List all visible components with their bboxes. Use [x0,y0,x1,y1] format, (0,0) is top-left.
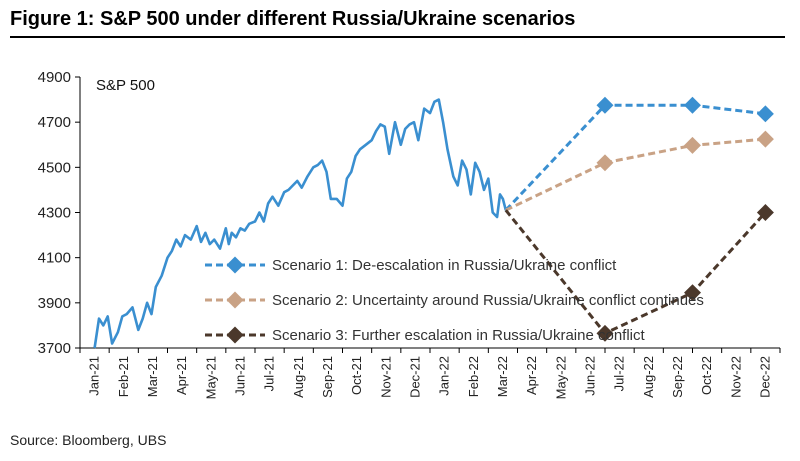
y-tick-label: 4900 [38,69,71,86]
chart-title: Figure 1: S&P 500 under different Russia… [10,8,576,30]
legend-swatch-marker [226,326,244,344]
legend-entry-label: Scenario 3: Further escalation in Russia… [272,327,646,344]
axes-group: 3700 3900 4100 4300 4500 4700 4900 Jan-21 Feb-21… [38,69,781,399]
y-tick-label: 4700 [38,114,71,131]
x-tick-label: Dec-21 [407,356,422,398]
scenario-point [683,136,701,154]
scenario-point [756,105,774,123]
scenario-point [596,324,614,342]
scenario-point [683,96,701,114]
y-tick-label: 4500 [38,159,71,176]
y-tick-label: 3900 [38,295,71,312]
x-tick-label: Oct-22 [699,356,714,395]
x-tick-label: Aug-21 [291,356,306,398]
series-annotation: S&P 500 [96,77,155,94]
scenario-series-line [504,103,766,212]
scenario-point [756,130,774,148]
legend-entry-label: Scenario 2: Uncertainty around Russia/Uk… [272,292,704,309]
x-tick-label: May-22 [553,356,568,399]
y-tick-label: 4300 [38,205,71,222]
x-tick-label: Oct-21 [349,356,364,395]
y-tick-label: 4100 [38,250,71,267]
x-tick-label: Feb-21 [116,356,131,397]
source-note: Source: Bloomberg, UBS [10,432,167,448]
x-tick-label: Apr-22 [524,356,539,395]
scenario-series-line [505,137,766,212]
x-tick-label: Jul-21 [262,356,277,391]
legend-swatch-marker [226,291,244,309]
x-tick-label: Nov-21 [378,356,393,398]
legend-swatch-marker [226,256,244,274]
x-tick-label: Jan-22 [437,356,452,396]
x-tick-label: Jul-22 [612,356,627,391]
x-tick-label: Nov-22 [728,356,743,398]
series-group [93,96,774,349]
legend: Scenario 1: De-escalation in Russia/Ukra… [205,256,704,344]
x-tick-label: Sep-22 [670,356,685,398]
x-tick-label: May-21 [203,356,218,399]
x-tick-label: Jun-21 [232,356,247,396]
title-divider [10,36,785,38]
scenario-series-line [504,209,767,336]
scenario-point [596,154,614,172]
scenario-point [756,204,774,221]
legend-entry-label: Scenario 1: De-escalation in Russia/Ukra… [272,257,617,274]
x-tick-label: Sep-21 [320,356,335,398]
x-tick-label: Apr-21 [174,356,189,395]
x-tick-label: Dec-22 [757,356,772,398]
x-tick-label: Feb-22 [466,356,481,397]
scenario-point [684,284,702,302]
history-series-line [93,98,508,349]
x-tick-label: Jan-21 [87,356,102,396]
y-tick-label: 3700 [38,340,71,357]
x-tick-label: Aug-22 [641,356,656,398]
x-tick-label: Jun-22 [582,356,597,396]
x-tick-label: Mar-22 [495,356,510,397]
line-chart: 3700 3900 4100 4300 4500 4700 4900 Jan-21 Feb-21… [38,69,781,399]
x-tick-label: Mar-21 [145,356,160,397]
